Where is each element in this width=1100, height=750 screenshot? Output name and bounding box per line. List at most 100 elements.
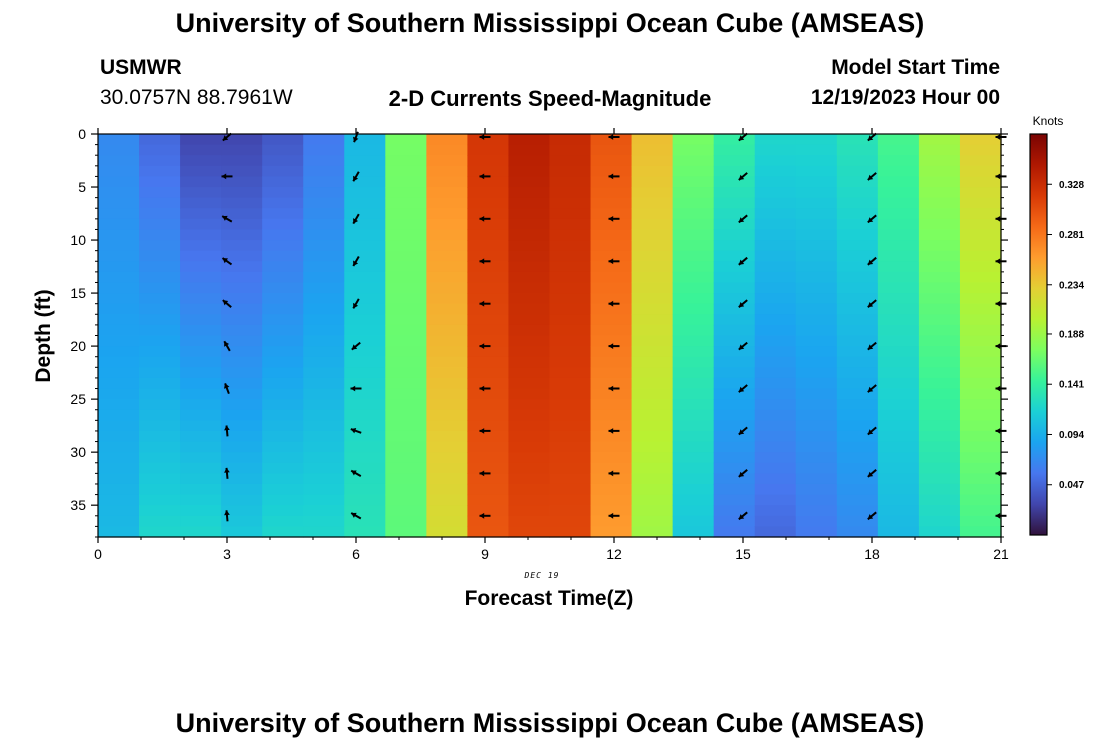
heatmap-cell xyxy=(836,409,879,421)
heatmap-cell xyxy=(139,229,181,241)
heatmap-cell xyxy=(672,515,715,527)
heatmap-cell xyxy=(180,356,222,368)
arrow-head xyxy=(479,470,485,477)
heatmap-cell xyxy=(631,441,674,453)
heatmap-cell xyxy=(713,271,756,284)
heatmap-cell xyxy=(631,473,674,485)
heatmap-cell xyxy=(836,176,879,188)
heatmap-cell xyxy=(590,303,633,315)
heatmap-cell xyxy=(303,494,345,506)
heatmap-cell xyxy=(754,462,797,474)
heatmap-cell xyxy=(98,197,140,209)
arrow-head xyxy=(350,385,356,392)
heatmap-cell xyxy=(590,367,633,379)
heatmap-cell xyxy=(344,218,386,231)
heatmap-cell xyxy=(139,462,181,474)
heatmap-cell xyxy=(426,208,469,220)
heatmap-cell xyxy=(590,282,633,294)
current-arrow xyxy=(867,511,877,521)
heatmap-cell xyxy=(836,526,879,538)
heatmap-cell xyxy=(672,494,715,506)
heatmap-cell xyxy=(918,293,961,305)
heatmap-cell xyxy=(139,240,181,252)
model-start-value: 12/19/2023 Hour 00 xyxy=(810,86,1000,109)
heatmap-cell xyxy=(590,388,633,400)
heatmap-cell xyxy=(713,483,756,496)
heatmap-cell xyxy=(836,218,879,231)
heatmap-cell xyxy=(262,303,304,315)
heatmap-cell xyxy=(549,335,592,347)
heatmap-cell xyxy=(918,452,961,464)
heatmap-cell xyxy=(180,441,222,453)
heatmap-cell xyxy=(918,399,961,411)
heatmap-cell xyxy=(98,218,140,231)
heatmap-cell xyxy=(508,399,551,411)
heatmap-cell xyxy=(385,240,427,252)
heatmap-cell xyxy=(98,208,140,220)
heatmap-cell xyxy=(877,430,920,443)
heatmap-cell xyxy=(959,515,1002,527)
current-arrow xyxy=(867,384,877,393)
heatmap-cell xyxy=(918,420,961,432)
heatmap-cell xyxy=(262,441,304,453)
heatmap-cell xyxy=(262,240,304,252)
heatmap-cell xyxy=(590,515,633,527)
heatmap-cell xyxy=(631,282,674,294)
heatmap-cell xyxy=(959,377,1002,390)
heatmap-cell xyxy=(631,197,674,209)
heatmap-cell xyxy=(262,462,304,474)
heatmap-cell xyxy=(262,208,304,220)
heatmap-cell xyxy=(631,303,674,315)
heatmap-cell xyxy=(139,250,181,262)
heatmap-cell xyxy=(836,271,879,284)
current-arrow xyxy=(352,171,360,182)
heatmap-cell xyxy=(262,430,304,443)
current-arrow xyxy=(608,216,620,222)
heatmap-cell xyxy=(262,176,304,188)
heatmap-cell xyxy=(877,367,920,379)
heatmap-cell xyxy=(795,420,838,432)
heatmap-cell xyxy=(344,144,386,156)
date-label: DEC 19 xyxy=(524,571,560,580)
heatmap-cell xyxy=(344,208,386,220)
heatmap-cell xyxy=(549,261,592,273)
heatmap-cell xyxy=(303,324,345,337)
heatmap-cell xyxy=(877,271,920,284)
arrow-head xyxy=(353,136,359,143)
heatmap-cell xyxy=(713,134,756,146)
heatmap-cell xyxy=(426,282,469,294)
heatmap-cell xyxy=(221,367,263,379)
heatmap-cell xyxy=(836,335,879,347)
heatmap-cell xyxy=(713,494,756,506)
heatmap-cell xyxy=(303,134,345,146)
heatmap-cell xyxy=(98,134,140,146)
heatmap-cell xyxy=(877,314,920,326)
heatmap-cell xyxy=(918,324,961,337)
y-axis-label: Depth (ft) xyxy=(32,289,55,382)
heatmap-cell xyxy=(754,505,797,517)
arrow-head xyxy=(222,215,228,221)
heatmap-cell xyxy=(959,261,1002,273)
heatmap-cell xyxy=(754,388,797,400)
heatmap-cell xyxy=(139,144,181,156)
heatmap-cell xyxy=(508,271,551,284)
heatmap-cell xyxy=(467,399,510,411)
heatmap-cell xyxy=(590,165,633,178)
heatmap-cell xyxy=(426,144,469,156)
colorbar-tick-label: 0.188 xyxy=(1059,329,1084,340)
heatmap-cell xyxy=(672,462,715,474)
heatmap-cell xyxy=(180,335,222,347)
heatmap-cell xyxy=(836,324,879,337)
current-arrow xyxy=(608,512,620,519)
heatmap-cell xyxy=(877,483,920,496)
heatmap-cell xyxy=(139,346,181,358)
arrow-head xyxy=(608,216,614,222)
heatmap-cell xyxy=(508,134,551,146)
heatmap-cell xyxy=(426,271,469,284)
current-arrow xyxy=(479,512,491,519)
heatmap-cell xyxy=(795,218,838,231)
heatmap-cell xyxy=(877,515,920,527)
heatmap-cell xyxy=(139,483,181,496)
heatmap-cell xyxy=(221,388,263,400)
